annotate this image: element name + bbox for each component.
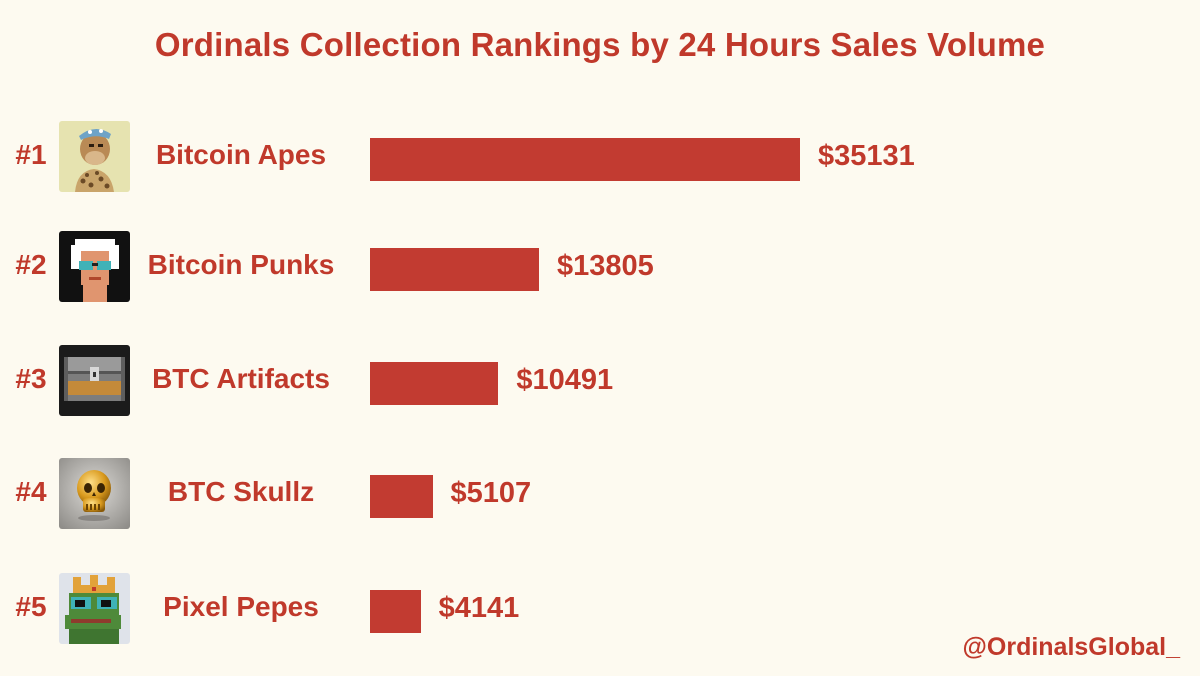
value-label: $10491 xyxy=(516,364,614,396)
ranking-row: #3 BTC Artifacts $10491 xyxy=(0,341,1200,421)
chart-title: Ordinals Collection Rankings by 24 Hours… xyxy=(154,26,1046,63)
ranking-row: #2 Bitcoin Punks $13805 xyxy=(0,227,1200,307)
rank-label: #1 xyxy=(15,139,47,170)
rank-label: #5 xyxy=(15,591,47,622)
rank-label: #3 xyxy=(15,363,47,394)
gold-skull-icon xyxy=(59,458,130,529)
ranking-row: #5 Pixel Pepes $4141 xyxy=(0,569,1200,649)
value-label: $13805 xyxy=(556,250,654,282)
ranking-row: #4 xyxy=(0,454,1200,534)
value-label: $5107 xyxy=(450,477,532,509)
collection-name: Pixel Pepes xyxy=(163,591,319,622)
collection-name: Bitcoin Apes xyxy=(155,139,327,170)
pepe-crown-icon xyxy=(59,573,130,644)
author-handle: @OrdinalsGlobal_ xyxy=(962,633,1180,661)
rank-label: #4 xyxy=(15,476,47,507)
value-label: $35131 xyxy=(818,140,915,172)
bar-btc-artifacts xyxy=(370,362,499,405)
collection-name: BTC Artifacts xyxy=(152,363,330,394)
punk-nft-icon xyxy=(59,231,130,302)
ranking-row: #1 Bitcoin Apes $35131 xyxy=(0,117,1200,197)
bar-pixel-pepes xyxy=(370,590,421,633)
bar-bitcoin-apes xyxy=(370,138,800,181)
collection-name: Bitcoin Punks xyxy=(147,249,335,280)
bar-bitcoin-punks xyxy=(370,248,539,291)
treasure-chest-icon xyxy=(59,345,130,416)
value-label: $4141 xyxy=(438,592,520,624)
rank-label: #2 xyxy=(15,249,47,280)
collection-name: BTC Skullz xyxy=(167,476,315,507)
ape-nft-icon xyxy=(59,121,130,192)
bar-btc-skullz xyxy=(370,475,433,518)
